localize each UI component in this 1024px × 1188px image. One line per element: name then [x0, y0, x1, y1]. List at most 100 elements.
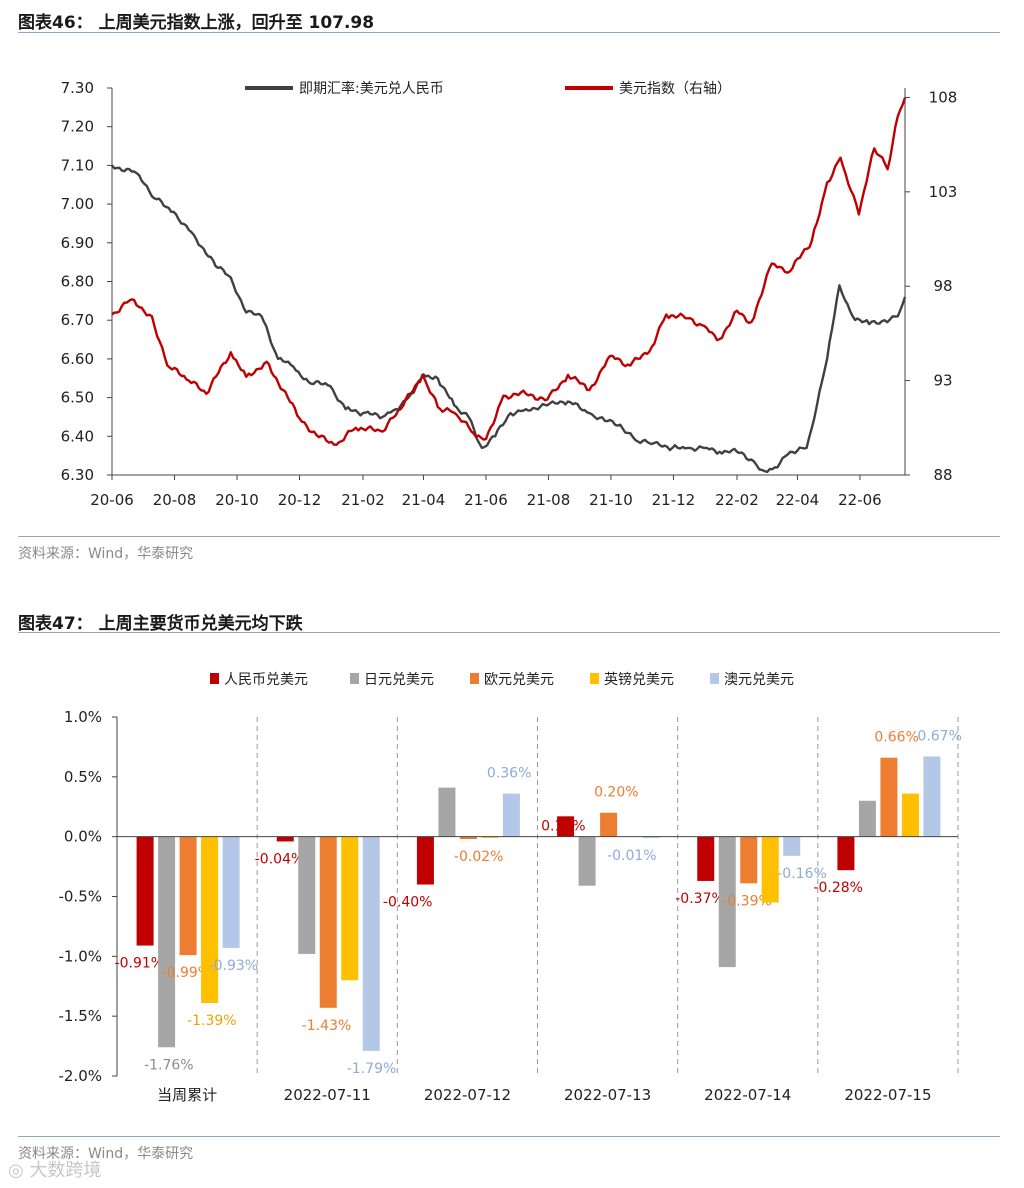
- y-axis-tick-label: -1.0%: [58, 947, 102, 965]
- legend-swatch: [710, 673, 719, 684]
- data-label: -1.79%: [347, 1061, 397, 1077]
- bar: [481, 836, 499, 838]
- category-label: 2022-07-15: [844, 1086, 931, 1104]
- bar: [459, 836, 477, 840]
- x-axis-tick-label: 20-12: [278, 491, 322, 509]
- x-axis-tick-label: 21-02: [341, 491, 385, 509]
- data-label: -0.01%: [607, 848, 657, 864]
- x-axis-tick-label: 20-08: [153, 491, 197, 509]
- right-axis-tick-label: 88: [933, 466, 952, 484]
- bar: [179, 836, 197, 956]
- figure-46-source: 资料来源：Wind，华泰研究: [18, 546, 194, 562]
- bar: [502, 793, 520, 837]
- category-label: 2022-07-13: [564, 1086, 651, 1104]
- legend-swatch: [470, 673, 479, 684]
- x-axis-tick-label: 21-06: [464, 491, 508, 509]
- data-label: -1.76%: [144, 1057, 194, 1073]
- legend-label: 美元指数（右轴）: [619, 81, 731, 97]
- right-axis-tick-label: 98: [933, 277, 952, 295]
- x-axis-tick-label: 20-06: [90, 491, 134, 509]
- data-label: -0.91%: [115, 956, 165, 972]
- currency-bar-chart: 1.0% 0.5% 0.0% -0.5% -1.0% -1.5% -2.0% -0.91% -1…: [58, 671, 961, 1104]
- bar: [761, 836, 779, 903]
- bar: [201, 836, 219, 1004]
- left-axis-tick-label: 7.20: [61, 118, 94, 136]
- bar: [578, 836, 596, 886]
- legend-label: 欧元兑美元: [484, 672, 554, 688]
- data-label: 0.66%: [874, 730, 918, 746]
- category-label: 2022-07-14: [704, 1086, 791, 1104]
- left-axis-tick-label: 6.70: [61, 311, 94, 329]
- left-axis-tick-label: 6.30: [61, 466, 94, 484]
- category-label: 2022-07-12: [424, 1086, 511, 1104]
- figure-46-title: 图表46： 上周美元指数上涨，回升至 107.98: [18, 13, 375, 33]
- figure-47-source: 资料来源：Wind，华泰研究: [18, 1146, 194, 1162]
- bar: [557, 816, 575, 837]
- bar: [362, 836, 380, 1051]
- bar: [416, 836, 434, 885]
- left-axis-tick-label: 6.50: [61, 389, 94, 407]
- legend-label: 日元兑美元: [364, 672, 434, 688]
- left-axis-tick-label: 6.90: [61, 234, 94, 252]
- legend-label: 即期汇率:美元兑人民币: [299, 80, 444, 97]
- x-axis-tick-label: 21-10: [589, 491, 633, 509]
- bar: [740, 836, 758, 884]
- figure-46-bottom-rule: [18, 536, 1000, 537]
- y-axis-tick-label: -0.5%: [58, 888, 102, 906]
- data-label: 0.36%: [487, 766, 531, 782]
- figure-47-bottom-rule: [18, 1136, 1000, 1137]
- right-axis-tick-label: 103: [929, 183, 958, 201]
- dxy-line: [111, 97, 907, 446]
- data-label: -1.43%: [302, 1018, 352, 1034]
- figure-47-title: 图表47： 上周主要货币兑美元均下跌: [18, 614, 303, 634]
- bar: [158, 836, 176, 1048]
- y-axis-tick-label: 1.0%: [64, 708, 102, 726]
- data-label: -0.39%: [722, 893, 772, 909]
- watermark-logo: ◎ 大数跨境: [8, 1160, 102, 1181]
- left-axis-tick-label: 6.80: [61, 273, 94, 291]
- y-axis-tick-label: -1.5%: [58, 1007, 102, 1025]
- x-axis-tick-label: 20-10: [215, 491, 259, 509]
- data-label: -0.02%: [454, 849, 504, 865]
- bar: [438, 787, 456, 837]
- bar: [718, 836, 736, 968]
- right-axis-tick-label: 93: [933, 372, 952, 390]
- bar: [222, 836, 240, 948]
- data-label: -0.16%: [777, 866, 827, 882]
- left-axis-tick-label: 7.30: [61, 79, 94, 97]
- data-label: 0.20%: [594, 785, 638, 801]
- data-label: -0.93%: [209, 958, 259, 974]
- data-label: -0.37%: [675, 891, 725, 907]
- legend-swatch: [350, 673, 359, 684]
- data-label: 0.17%: [541, 818, 585, 834]
- x-axis-tick-label: 22-04: [776, 491, 820, 509]
- x-axis-tick-label: 22-02: [715, 491, 759, 509]
- bar: [858, 800, 876, 837]
- x-axis-tick-label: 21-12: [652, 491, 696, 509]
- bar: [319, 836, 337, 1008]
- legend-swatch: [210, 673, 219, 684]
- category-label: 2022-07-11: [284, 1086, 371, 1104]
- usdcny-dxy-line-chart: 7.30 7.20 7.10 7.00 6.90 6.80 6.70 6.60 6.50 6.40…: [61, 79, 958, 509]
- data-label: -1.39%: [187, 1013, 237, 1029]
- bar: [341, 836, 359, 981]
- category-label: 当周累计: [157, 1086, 217, 1104]
- y-axis-tick-label: 0.0%: [64, 828, 102, 846]
- bar: [276, 836, 294, 842]
- left-axis-tick-label: 6.60: [61, 350, 94, 368]
- legend-label: 英镑兑美元: [604, 671, 674, 688]
- x-axis-tick-label: 22-06: [838, 491, 882, 509]
- bar: [880, 757, 898, 837]
- y-axis-tick-label: -2.0%: [58, 1067, 102, 1085]
- y-axis-tick-label: 0.5%: [64, 768, 102, 786]
- data-label: 0.67%: [917, 728, 961, 744]
- legend-label: 澳元兑美元: [724, 672, 794, 688]
- left-axis-tick-label: 7.00: [61, 195, 94, 213]
- bar: [298, 836, 316, 954]
- usdcny-spot-line: [111, 164, 907, 474]
- figure-46-top-rule: [18, 32, 1000, 33]
- data-label: -0.40%: [383, 895, 433, 911]
- right-axis-tick-label: 108: [929, 88, 958, 106]
- left-axis-tick-label: 6.40: [61, 427, 94, 445]
- bar: [901, 793, 919, 837]
